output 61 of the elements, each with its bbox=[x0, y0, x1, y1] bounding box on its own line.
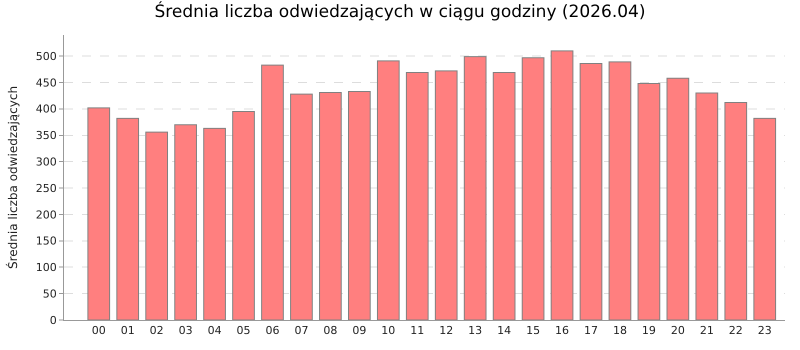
bar bbox=[580, 63, 602, 320]
bar bbox=[608, 61, 632, 320]
y-tick-label: 450 bbox=[36, 76, 57, 90]
y-tick-label: 100 bbox=[36, 261, 57, 274]
y-tick-label: 0 bbox=[50, 314, 57, 327]
bar bbox=[666, 78, 690, 320]
y-tick-label: 150 bbox=[36, 234, 57, 248]
x-tick-label: 20 bbox=[670, 324, 685, 338]
x-tick-label: 08 bbox=[323, 324, 338, 338]
bar bbox=[87, 107, 110, 320]
x-tick-label: 10 bbox=[381, 324, 396, 338]
x-tick-label: 04 bbox=[208, 324, 222, 338]
x-tick-label: 06 bbox=[265, 324, 280, 338]
x-tick-label: 01 bbox=[120, 324, 135, 338]
bar bbox=[434, 70, 458, 320]
bar bbox=[464, 56, 487, 320]
y-tick-label: 200 bbox=[36, 208, 57, 222]
bar bbox=[724, 102, 748, 320]
bar bbox=[492, 72, 516, 320]
x-tick-label: 12 bbox=[439, 324, 454, 338]
x-tick-label: 15 bbox=[526, 324, 540, 338]
y-axis-title: Średnia liczba odwiedzających bbox=[5, 86, 20, 270]
x-tick-label: 13 bbox=[468, 324, 482, 338]
bar bbox=[753, 118, 776, 320]
x-tick-label: 23 bbox=[758, 324, 772, 338]
bar bbox=[116, 118, 140, 320]
x-tick-label: 19 bbox=[642, 324, 656, 338]
x-tick-label: 14 bbox=[497, 324, 512, 338]
y-tick-label: 400 bbox=[36, 102, 57, 116]
bar bbox=[550, 50, 574, 320]
x-tick-label: 11 bbox=[410, 324, 424, 338]
y-tick-label: 50 bbox=[42, 287, 57, 300]
bar bbox=[174, 124, 197, 320]
x-tick-label: 21 bbox=[700, 324, 714, 338]
bar bbox=[290, 94, 313, 320]
bar bbox=[695, 92, 718, 320]
y-tick-label: 350 bbox=[36, 129, 57, 142]
x-tick-label: 07 bbox=[294, 324, 308, 338]
x-tick-label: 22 bbox=[728, 324, 743, 338]
bar bbox=[145, 132, 168, 320]
x-tick-label: 17 bbox=[584, 324, 598, 338]
x-tick-label: 02 bbox=[150, 324, 164, 338]
x-tick-label: 05 bbox=[236, 324, 251, 338]
x-tick-label: 00 bbox=[92, 324, 106, 338]
bar bbox=[261, 64, 284, 320]
y-tick-label: 500 bbox=[36, 50, 57, 63]
bar bbox=[638, 83, 660, 320]
bar bbox=[522, 57, 544, 320]
bar bbox=[232, 111, 255, 320]
y-tick-label: 300 bbox=[36, 156, 57, 169]
x-tick-label: 16 bbox=[555, 324, 570, 338]
bar bbox=[319, 92, 342, 320]
chart-title: Średnia liczba odwiedzających w ciągu godziny (2026.04) bbox=[154, 1, 646, 22]
bar bbox=[376, 60, 400, 320]
x-tick-label: 09 bbox=[352, 324, 366, 338]
bar bbox=[203, 128, 226, 320]
bar bbox=[348, 90, 371, 320]
x-tick-label: 03 bbox=[178, 324, 193, 338]
bar bbox=[406, 72, 429, 320]
x-tick-label: 18 bbox=[612, 324, 627, 338]
y-tick-label: 250 bbox=[36, 182, 57, 195]
